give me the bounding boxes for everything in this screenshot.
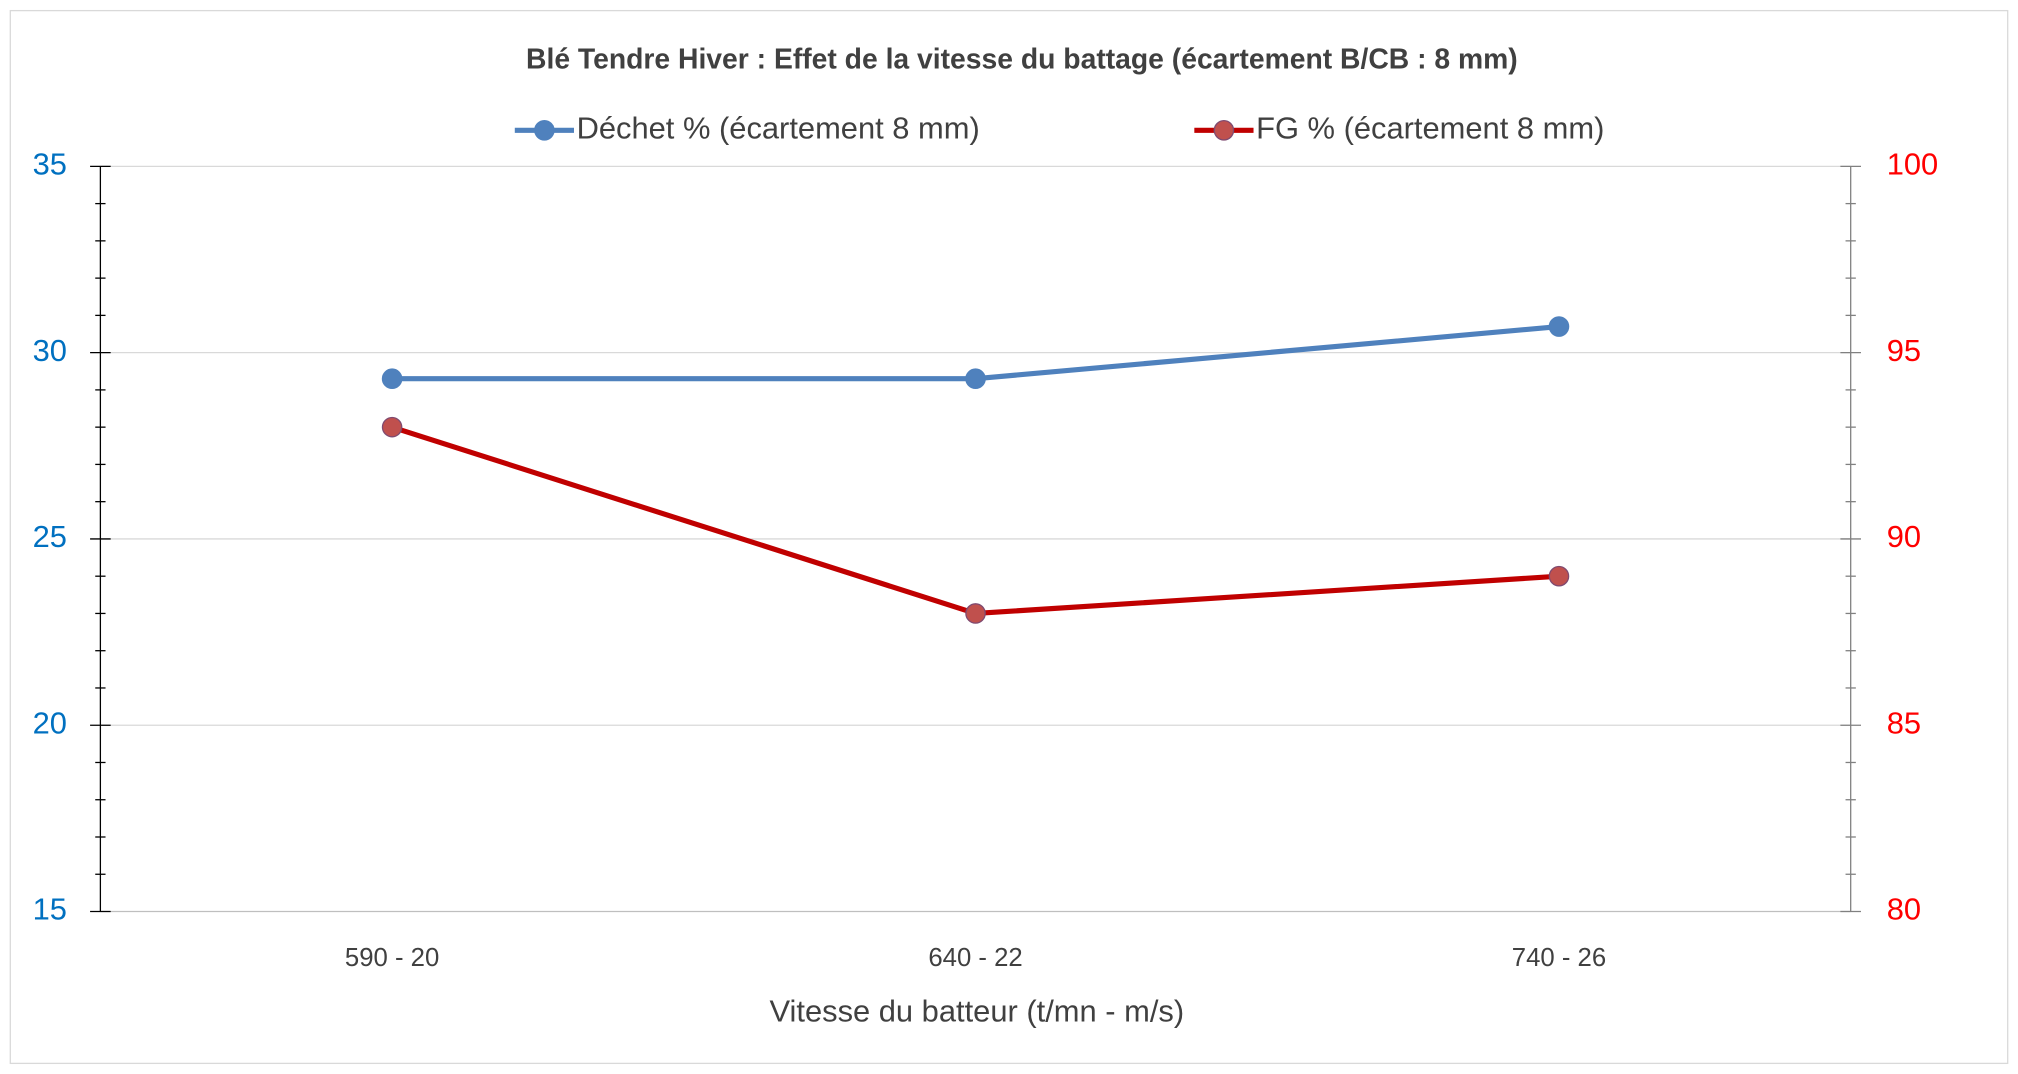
- y-tick-label: 25: [33, 519, 67, 554]
- y2-tick-label: 95: [1887, 333, 1921, 368]
- point: [381, 416, 403, 438]
- y-tick-label: 35: [33, 147, 67, 182]
- point: [965, 368, 986, 390]
- x-tick-label: 590 - 20: [345, 944, 439, 972]
- x-axis-title: Vitesse du batteur (t/mn - m/s): [769, 993, 1184, 1028]
- y2-tick-label: 85: [1887, 705, 1921, 740]
- y-tick-label: 15: [33, 892, 67, 927]
- x-tick-label: 640 - 22: [928, 944, 1022, 972]
- y2-tick-label: 80: [1887, 892, 1921, 927]
- y2-tick-label: 90: [1887, 519, 1921, 554]
- y2-tick-label: 100: [1887, 147, 1939, 182]
- point: [381, 368, 403, 390]
- point: [1548, 565, 1570, 587]
- point: [965, 603, 986, 624]
- chart-border: [9, 9, 2009, 1065]
- legend-marker: [534, 120, 555, 141]
- chart-title: Blé Tendre Hiver : Effet de la vitesse d…: [526, 42, 1518, 74]
- legend-label: FG % (écartement 8 mm): [1256, 110, 1604, 145]
- y-tick-label: 20: [33, 705, 67, 740]
- x-tick-label: 740 - 26: [1512, 944, 1606, 972]
- point: [1548, 316, 1570, 337]
- legend-marker: [1213, 120, 1235, 141]
- legend-label: Déchet % (écartement 8 mm): [577, 110, 980, 145]
- y-tick-label: 30: [33, 333, 67, 368]
